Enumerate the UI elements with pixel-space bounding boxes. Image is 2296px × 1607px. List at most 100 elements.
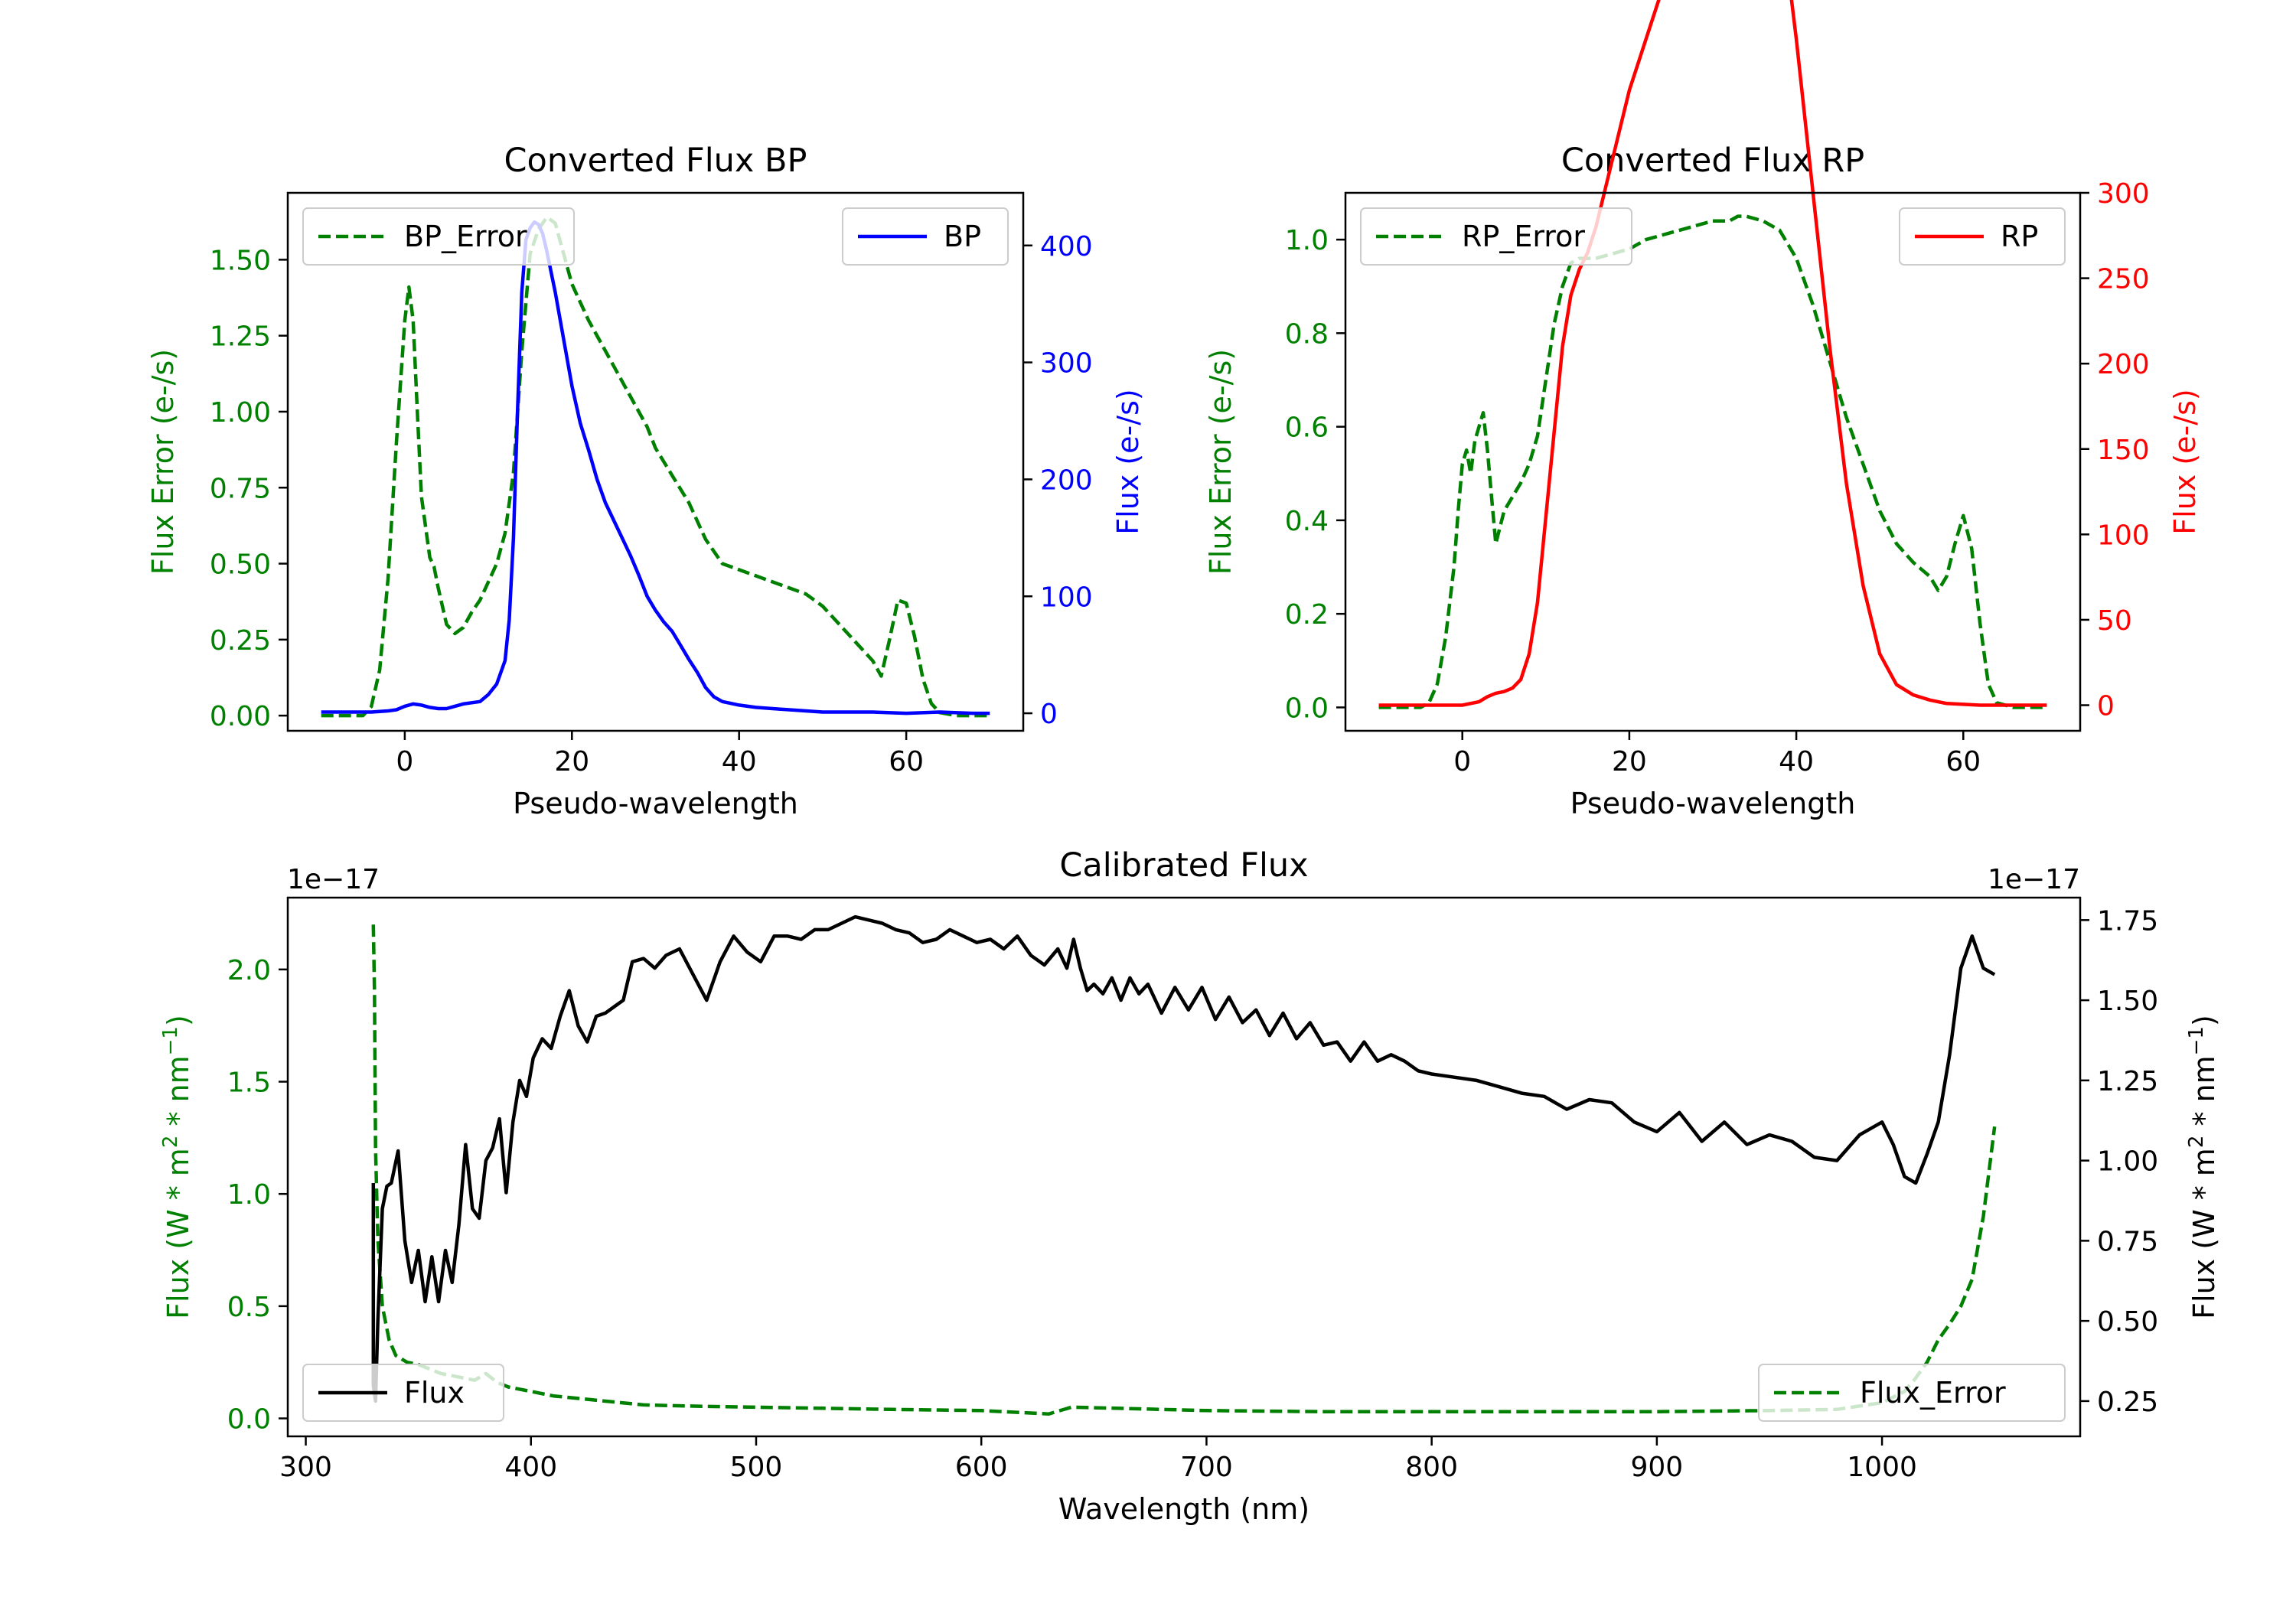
calibrated-ytick-right-label: 1.75	[2097, 905, 2158, 937]
bp-xtick-label: 0	[396, 746, 413, 777]
calibrated-legend-label: Flux_Error	[1860, 1376, 2006, 1410]
bp-ytick-right-label: 0	[1040, 699, 1058, 730]
rp-ytick-right-label: 150	[2097, 435, 2150, 466]
rp-ytick-right-label: 50	[2097, 605, 2132, 637]
rp-ytick-left-label: 0.6	[1285, 412, 1329, 444]
rp-series-rp-error	[1378, 214, 2047, 709]
calibrated-ylabel-part: )	[161, 1015, 195, 1026]
bp-xtick-label: 20	[554, 746, 589, 777]
calibrated-ylabel-part: Flux (W * m	[161, 1148, 195, 1319]
bp-ylabel-left: Flux Error (e-/s)	[146, 349, 180, 575]
bp-xtick-label: 60	[889, 746, 924, 777]
bp-series-bp	[321, 220, 990, 715]
rp-legend-label: RP_Error	[1462, 220, 1585, 253]
rp-xtick-label: 20	[1612, 746, 1647, 777]
bp-xlabel: Pseudo-wavelength	[513, 787, 798, 820]
rp-ytick-left-label: 0.4	[1285, 506, 1329, 537]
bp-legend-box	[302, 207, 575, 266]
calibrated-xtick-label: 700	[1180, 1452, 1233, 1483]
calibrated-ytick-right-label: 0.50	[2097, 1306, 2158, 1338]
calibrated-ytick-left-label: 0.0	[227, 1404, 271, 1436]
calibrated-ylabel-part: 2	[159, 1136, 182, 1149]
bp-ytick-left-label: 1.50	[210, 245, 271, 276]
calibrated-ylabel-part: −1	[159, 1026, 182, 1055]
calibrated-legend-label: Flux	[404, 1376, 465, 1410]
rp-xtick-label: 40	[1779, 746, 1814, 777]
calibrated-ytick-right-label: 1.50	[2097, 986, 2158, 1017]
rp-chart: Converted Flux RP 0 20 40 60 Pseudo-wavelengt…	[1204, 0, 2202, 820]
bp-legend-error: BP_Error	[302, 207, 575, 266]
rp-ytick-right-label: 0	[2097, 691, 2115, 722]
calibrated-legend-flux-error: Flux_Error	[1758, 1364, 2066, 1422]
rp-xtick-label: 0	[1453, 746, 1471, 777]
bp-plot-frame	[286, 191, 1025, 732]
calibrated-ylabel-left: Flux (W * m2 * nm−1)	[159, 1015, 195, 1319]
bp-legend-flux: BP	[842, 207, 1009, 266]
calibrated-offset-right: 1e−17	[1988, 864, 2080, 895]
bp-legend-label: BP	[944, 220, 981, 253]
calibrated-xlabel: Wavelength (nm)	[1058, 1492, 1309, 1526]
calibrated-title: Calibrated Flux	[1059, 846, 1308, 885]
calibrated-ytick-left-label: 2.0	[227, 955, 271, 986]
calibrated-ytick-right-label: 1.00	[2097, 1146, 2158, 1178]
calibrated-xtick-label: 500	[730, 1452, 783, 1483]
calibrated-plot-frame	[286, 896, 2082, 1438]
rp-legend-flux: RP	[1899, 207, 2066, 266]
calibrated-xtick-label: 900	[1631, 1452, 1684, 1483]
calibrated-offset-left: 1e−17	[287, 864, 380, 895]
rp-ytick-left-label: 0.2	[1285, 599, 1329, 631]
calibrated-legend-flux: Flux	[302, 1364, 504, 1422]
calibrated-ylabel-part: * nm	[2187, 1055, 2221, 1135]
calibrated-xtick-label: 300	[279, 1452, 332, 1483]
calibrated-ylabel-part: )	[2187, 1015, 2221, 1026]
bp-ytick-right-label: 200	[1040, 464, 1093, 496]
bp-ytick-left-label: 0.25	[210, 625, 271, 657]
rp-ytick-left-label: 1.0	[1285, 225, 1329, 256]
bp-legend-label: BP_Error	[404, 220, 527, 253]
charts-layer: Converted Flux BP0 20 40 60Pseudo-wavelengt…	[146, 0, 2221, 1526]
rp-ytick-right-label: 250	[2097, 264, 2150, 295]
calibrated-chart: Calibrated Flux 300 400 500 600 700 800 900 1000…	[159, 846, 2221, 1526]
bp-ylabel-right: Flux (e-/s)	[1111, 389, 1145, 534]
bp-ytick-right-label: 300	[1040, 348, 1093, 380]
rp-ytick-left-label: 0.8	[1285, 318, 1329, 350]
calibrated-ytick-right-label: 0.25	[2097, 1387, 2158, 1418]
calibrated-ylabel-part: * nm	[161, 1055, 195, 1135]
rp-xlabel: Pseudo-wavelength	[1570, 787, 1856, 820]
bp-ytick-left-label: 1.25	[210, 321, 271, 353]
rp-xtick-label: 60	[1945, 746, 1981, 777]
rp-ytick-right-label: 100	[2097, 520, 2150, 551]
calibrated-ytick-right-label: 0.75	[2097, 1226, 2158, 1257]
rp-ylabel-right: Flux (e-/s)	[2168, 389, 2202, 534]
calibrated-ylabel-part: 2	[2185, 1136, 2208, 1149]
bp-ytick-left-label: 0.50	[210, 549, 271, 581]
bp-ytick-left-label: 0.75	[210, 473, 271, 504]
rp-ytick-right-label: 300	[2097, 178, 2150, 210]
bp-xtick-label: 40	[722, 746, 757, 777]
calibrated-legend-box	[302, 1364, 504, 1422]
bp-chart: Converted Flux BP 0 20 40 60 Pseudo-wavelengt…	[146, 142, 1145, 820]
rp-ytick-left-label: 0.0	[1285, 693, 1329, 724]
calibrated-xtick-label: 1000	[1847, 1452, 1917, 1483]
calibrated-xtick-label: 600	[955, 1452, 1008, 1483]
rp-plot-frame	[1344, 191, 2082, 732]
rp-series-rp	[1378, 0, 2047, 707]
calibrated-ytick-left-label: 1.0	[227, 1179, 271, 1211]
rp-ytick-right-label: 200	[2097, 349, 2150, 380]
bp-ytick-right-label: 100	[1040, 582, 1093, 613]
calibrated-ylabel-part: −1	[2185, 1026, 2208, 1055]
calibrated-ytick-left-label: 0.5	[227, 1292, 271, 1323]
calibrated-xtick-label: 400	[504, 1452, 557, 1483]
rp-title: Converted Flux RP	[1561, 142, 1864, 180]
calibrated-xtick-label: 800	[1405, 1452, 1458, 1483]
bp-title: Converted Flux BP	[504, 142, 807, 180]
rp-legend-box	[1360, 207, 1632, 266]
rp-ylabel-left: Flux Error (e-/s)	[1204, 349, 1238, 575]
rp-legend-label: RP	[2001, 220, 2038, 253]
calibrated-ylabel-part: Flux (W * m	[2187, 1148, 2221, 1319]
calibrated-series-flux	[371, 914, 1996, 1403]
calibrated-ylabel-right: Flux (W * m2 * nm−1)	[2185, 1015, 2221, 1319]
calibrated-ytick-right-label: 1.25	[2097, 1066, 2158, 1097]
